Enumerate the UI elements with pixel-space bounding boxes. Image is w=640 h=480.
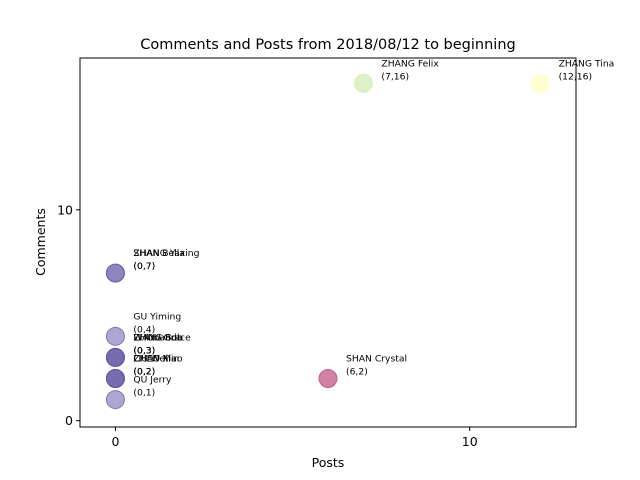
point-coords-gu-yiming: (0,4) bbox=[133, 324, 155, 335]
data-points bbox=[105, 73, 551, 410]
point-zhang-felix bbox=[353, 73, 373, 93]
point-shan-crystal bbox=[318, 369, 338, 389]
point-name-wang-bob: WANG Bob bbox=[133, 332, 183, 343]
point-name-zhou-grace: ZHOU Grace bbox=[133, 332, 191, 343]
point-coords-li-amanda: (0,3) bbox=[133, 345, 155, 356]
point-zhou-grace bbox=[105, 347, 125, 367]
point-name-li-amanda: LI Amanda bbox=[133, 332, 182, 343]
x-tick-label: 10 bbox=[462, 434, 478, 449]
point-name-shan-crystal: SHAN Crystal bbox=[346, 354, 407, 365]
point-coords-chen-xiao: (0,2) bbox=[133, 367, 155, 378]
point-coords-liu-wei: (0,2) bbox=[133, 367, 155, 378]
point-zhang-tina bbox=[531, 73, 551, 93]
y-axis-label: Comments bbox=[33, 208, 48, 276]
x-tick-label: 0 bbox=[111, 434, 119, 449]
point-name-qu-jerry: QU Jerry bbox=[133, 375, 172, 386]
y-tick-label: 0 bbox=[65, 413, 73, 428]
y-tick-label: 10 bbox=[57, 202, 73, 217]
point-coords-wang-bob: (0,3) bbox=[133, 345, 155, 356]
point-name-shan-bella: SHAN Bella bbox=[133, 248, 185, 259]
point-gu-yiming bbox=[105, 326, 125, 346]
point-name-zhang-yaxing: ZHANG Yaxing bbox=[133, 248, 199, 259]
point-coords-zhang-felix: (7,16) bbox=[381, 71, 409, 82]
axis-ticks: 0 10 0 10 bbox=[57, 202, 478, 449]
point-name-liu-wei: LIU Wei bbox=[133, 354, 167, 365]
point-zhao-min bbox=[105, 369, 125, 389]
point-name-gu-yiming: GU Yiming bbox=[133, 311, 181, 322]
point-coords-zhang-yaxing: (0,7) bbox=[133, 261, 155, 272]
x-axis-label: Posts bbox=[312, 455, 345, 470]
point-name-zhang-felix: ZHANG Felix bbox=[381, 58, 439, 69]
point-coords-zhao-min: (0,2) bbox=[133, 367, 155, 378]
point-shan-bella bbox=[105, 263, 125, 283]
point-annotations: ZHANG Tina (12,16) ZHANG Felix (7,16) SHAN C… bbox=[133, 58, 614, 398]
point-coords-zhou-grace: (0,3) bbox=[133, 345, 155, 356]
point-name-zhao-min: ZHAO Min bbox=[133, 354, 179, 365]
plot-frame bbox=[79, 57, 577, 428]
point-coords-shan-crystal: (6,2) bbox=[346, 367, 368, 378]
point-coords-zhang-tina: (12,16) bbox=[559, 71, 592, 82]
point-name-chen-xiao: CHEN Xiao bbox=[133, 354, 182, 365]
chart-title: Comments and Posts from 2018/08/12 to be… bbox=[140, 37, 515, 53]
point-qu-jerry bbox=[105, 390, 125, 410]
point-name-zhang-tina: ZHANG Tina bbox=[559, 58, 615, 69]
point-coords-shan-bella: (0,7) bbox=[133, 261, 155, 272]
point-coords-qu-jerry: (0,1) bbox=[133, 388, 155, 399]
